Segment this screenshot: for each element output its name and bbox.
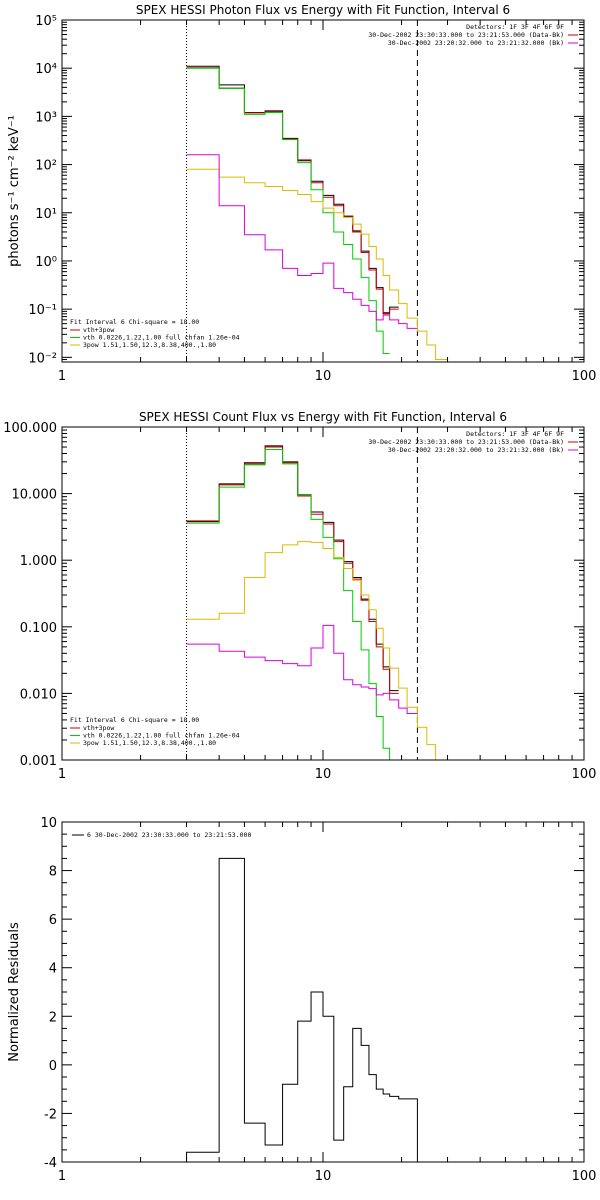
x-tick-label: 1 xyxy=(58,369,66,384)
count-flux-panel: SPEX HESSI Count Flux vs Energy with Fit… xyxy=(3,410,597,782)
y-tick-label: 10⁻¹ xyxy=(28,303,57,318)
y-tick-label: 10 xyxy=(40,816,57,831)
chart-title: SPEX HESSI Photon Flux vs Energy with Fi… xyxy=(136,3,510,17)
y-tick-label: 4 xyxy=(49,962,57,977)
series-line-vth xyxy=(186,67,390,355)
y-tick-label: -2 xyxy=(44,1107,57,1122)
series-line-bk xyxy=(186,154,418,329)
y-tick-label: -4 xyxy=(44,1156,57,1171)
y-tick-label: 10.000 xyxy=(12,488,58,503)
data-series-group xyxy=(186,857,418,1162)
legend-entry: vth+3pow xyxy=(83,326,114,334)
legend-header: Fit Interval 6 Chi-square = 18.00 xyxy=(70,318,199,326)
residuals-panel: 1 10 100 -4 -2 0 2 4 6 8 10 Normalized Residuals 6 3… xyxy=(7,816,597,1184)
series-line-bk xyxy=(186,624,418,714)
x-tick-label: 1 xyxy=(58,767,66,782)
legend-entry: 3pow 1.51,1.50,12.3,8.38,400.,1.80 xyxy=(83,341,216,349)
x-tick-label: 100 xyxy=(572,1169,597,1184)
legend-header: Fit Interval 6 Chi-square = 18.00 xyxy=(70,716,199,724)
chart-title: SPEX HESSI Count Flux vs Energy with Fit… xyxy=(139,410,507,424)
y-tick-label: 10⁻² xyxy=(28,351,57,366)
data-series-group xyxy=(186,445,448,760)
legend-entry: 3pow 1.51,1.50,12.3,8.38,400.,1.80 xyxy=(83,739,216,747)
y-tick-label: 0.001 xyxy=(20,754,57,769)
y-tick-label: 0.010 xyxy=(20,687,57,702)
series-line-data-bk xyxy=(186,445,399,692)
photon-flux-panel: SPEX HESSI Photon Flux vs Energy with Fi… xyxy=(7,3,597,384)
x-tick-label: 10 xyxy=(315,369,332,384)
legend-entry: 6 30-Dec-2002 23:30:33.000 to 23:21:53.0… xyxy=(87,831,251,839)
y-tick-label: 2 xyxy=(49,1010,57,1025)
x-tick-label: 10 xyxy=(315,767,332,782)
info-line: 30-Dec-2002 23:30:33.000 to 23:21:53.000… xyxy=(368,31,564,39)
series-line-3pow xyxy=(186,541,448,760)
series-line-residual xyxy=(186,857,418,1162)
x-tick-label: 1 xyxy=(58,1169,66,1184)
y-tick-label: 0 xyxy=(49,1059,57,1074)
info-line: 30-Dec-2002 23:30:33.000 to 23:21:53.000… xyxy=(368,438,564,446)
y-axis-label: photons s⁻¹ cm⁻² keV⁻¹ xyxy=(7,115,22,267)
y-tick-label: 0.100 xyxy=(20,621,57,636)
series-line-vth-3pow xyxy=(186,446,399,694)
x-tick-label: 100 xyxy=(572,767,597,782)
info-line: Detectors: 1F 3F 4F 6F 9F xyxy=(466,23,564,31)
y-tick-label: 10⁴ xyxy=(35,62,57,77)
y-tick-label: 1.000 xyxy=(20,554,57,569)
y-tick-label: 10⁵ xyxy=(35,14,57,29)
data-series-group xyxy=(186,65,448,361)
legend-entry: vth 0.0226,1.22,1.00 full chfan 1.26e-04 xyxy=(83,334,240,342)
y-tick-label: 10² xyxy=(35,159,57,174)
series-line-vth xyxy=(186,448,399,760)
series-line-3pow xyxy=(186,168,448,361)
legend-entry: vth+3pow xyxy=(83,724,114,732)
info-line: 30-Dec-2002 23:20:32.000 to 23:21:32.000… xyxy=(388,39,564,47)
plot-frame xyxy=(61,426,585,761)
y-tick-label: 100.000 xyxy=(3,421,57,436)
y-tick-label: 10³ xyxy=(35,110,57,125)
info-line: Detectors: 1F 3F 4F 6F 9F xyxy=(466,430,564,438)
info-line: 30-Dec-2002 23:20:32.000 to 23:21:32.000… xyxy=(388,446,564,454)
y-tick-label: 10¹ xyxy=(35,207,57,222)
legend-entry: vth 0.0226,1.22,1.00 full chfan 1.26e-04 xyxy=(83,732,240,740)
x-tick-label: 10 xyxy=(315,1169,332,1184)
y-tick-label: 10⁰ xyxy=(35,255,57,270)
y-axis-label: Normalized Residuals xyxy=(7,922,22,1062)
y-tick-label: 6 xyxy=(49,913,57,928)
y-tick-label: 8 xyxy=(49,865,57,880)
x-tick-label: 100 xyxy=(572,369,597,384)
